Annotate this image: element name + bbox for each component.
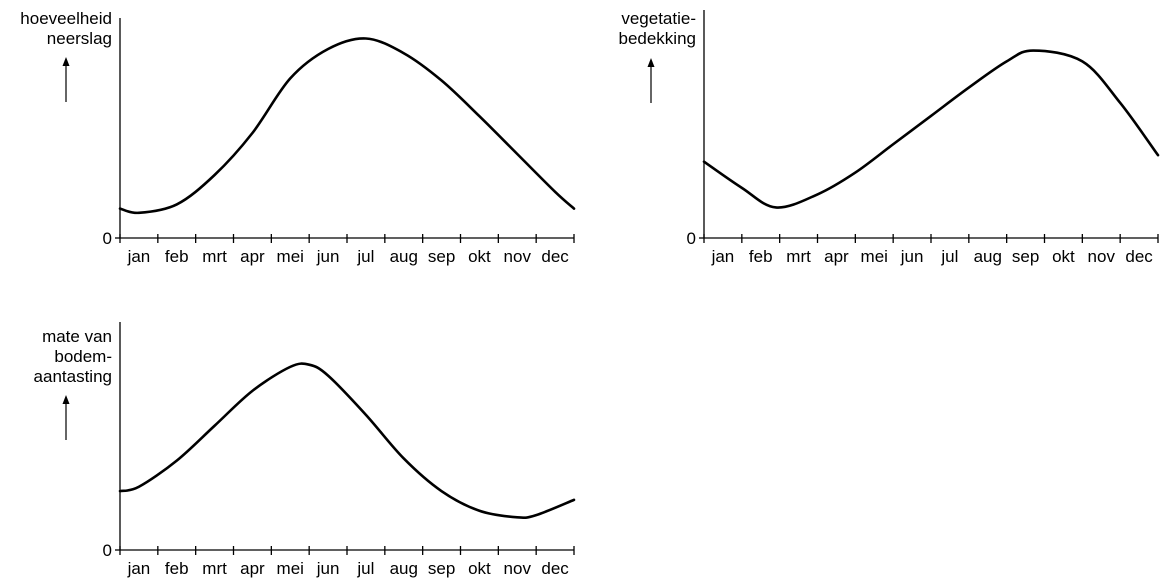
chart-3-y-label: mate van bodem- aantasting bbox=[0, 327, 112, 387]
chart-2-series-line bbox=[702, 49, 1160, 209]
chart-2-vegetation: 0 jan feb mrt apr mei jun jul aug sep okt nov dec bbox=[647, 10, 1160, 266]
chart-2-x-tick-label-jul: jul bbox=[940, 247, 958, 266]
chart-2-y-label-line-1: vegetatie- bbox=[621, 9, 696, 28]
chart-1-series-line bbox=[118, 37, 576, 215]
chart-3-x-tick-label-jul: jul bbox=[356, 559, 374, 578]
chart-3-x-tick-label-okt: okt bbox=[468, 559, 491, 578]
chart-2-y-label: vegetatie- bedekking bbox=[560, 9, 696, 49]
chart-1-up-arrow-head bbox=[62, 57, 70, 66]
chart-2-y-label-line-2: bedekking bbox=[618, 29, 696, 48]
chart-2-x-tick-label-dec: dec bbox=[1125, 247, 1153, 266]
chart-2-x-tick-label-jan: jan bbox=[711, 247, 735, 266]
chart-3-y-label-line-3: aantasting bbox=[33, 367, 112, 386]
chart-1-y-label-line-2: neerslag bbox=[46, 29, 112, 48]
chart-3-x-tick-label-mrt: mrt bbox=[202, 559, 227, 578]
chart-1-x-tick-label-feb: feb bbox=[165, 247, 189, 266]
chart-1-x-tick-label-jun: jun bbox=[316, 247, 340, 266]
chart-2-x-tick-label-mei: mei bbox=[861, 247, 888, 266]
chart-1-x-tick-label-apr: apr bbox=[240, 247, 265, 266]
chart-2-x-tick-label-apr: apr bbox=[824, 247, 849, 266]
chart-2-y-tick-label-0: 0 bbox=[687, 229, 696, 248]
chart-3-x-tick-label-jun: jun bbox=[316, 559, 340, 578]
chart-2-x-tick-label-nov: nov bbox=[1088, 247, 1116, 266]
chart-1-x-tick-label-sep: sep bbox=[428, 247, 455, 266]
chart-3-x-tick-label-nov: nov bbox=[504, 559, 532, 578]
chart-3-up-arrow-head bbox=[62, 395, 70, 404]
chart-3-x-tick-label-sep: sep bbox=[428, 559, 455, 578]
chart-3-x-tick-label-aug: aug bbox=[390, 559, 418, 578]
chart-2-x-tick-label-mrt: mrt bbox=[786, 247, 811, 266]
chart-1-y-label-line-1: hoeveelheid bbox=[20, 9, 112, 28]
chart-1-precipitation: 0 jan feb mrt apr mei jun jul aug sep okt nov dec bbox=[62, 18, 576, 266]
chart-2-x-tick-label-sep: sep bbox=[1012, 247, 1039, 266]
chart-2-x-tick-label-aug: aug bbox=[974, 247, 1002, 266]
chart-1-x-tick-label-okt: okt bbox=[468, 247, 491, 266]
chart-3-soil-degradation: 0 jan feb mrt apr mei jun jul aug sep okt nov dec bbox=[62, 322, 576, 578]
chart-2-x-tick-label-jun: jun bbox=[900, 247, 924, 266]
chart-1-x-tick-label-jan: jan bbox=[127, 247, 151, 266]
chart-3-x-tick-label-apr: apr bbox=[240, 559, 265, 578]
chart-3-y-label-line-2: bodem- bbox=[54, 347, 112, 366]
chart-1-x-tick-label-aug: aug bbox=[390, 247, 418, 266]
chart-2-x-tick-label-okt: okt bbox=[1052, 247, 1075, 266]
chart-1-y-tick-label-0: 0 bbox=[103, 229, 112, 248]
chart-3-x-tick-label-mei: mei bbox=[277, 559, 304, 578]
chart-2-x-tick-label-feb: feb bbox=[749, 247, 773, 266]
chart-3-series-line bbox=[118, 362, 576, 519]
chart-3-x-tick-label-jan: jan bbox=[127, 559, 151, 578]
chart-3-x-tick-label-dec: dec bbox=[541, 559, 569, 578]
chart-3-y-tick-label-0: 0 bbox=[103, 541, 112, 560]
chart-1-x-tick-label-dec: dec bbox=[541, 247, 569, 266]
chart-1-x-tick-label-mei: mei bbox=[277, 247, 304, 266]
chart-3-y-label-line-1: mate van bbox=[42, 327, 112, 346]
chart-1-y-label: hoeveelheid neerslag bbox=[0, 9, 112, 49]
chart-2-up-arrow-head bbox=[647, 58, 655, 67]
chart-1-x-tick-label-mrt: mrt bbox=[202, 247, 227, 266]
chart-3-x-tick-label-feb: feb bbox=[165, 559, 189, 578]
chart-1-x-tick-label-nov: nov bbox=[504, 247, 532, 266]
chart-1-x-tick-label-jul: jul bbox=[356, 247, 374, 266]
